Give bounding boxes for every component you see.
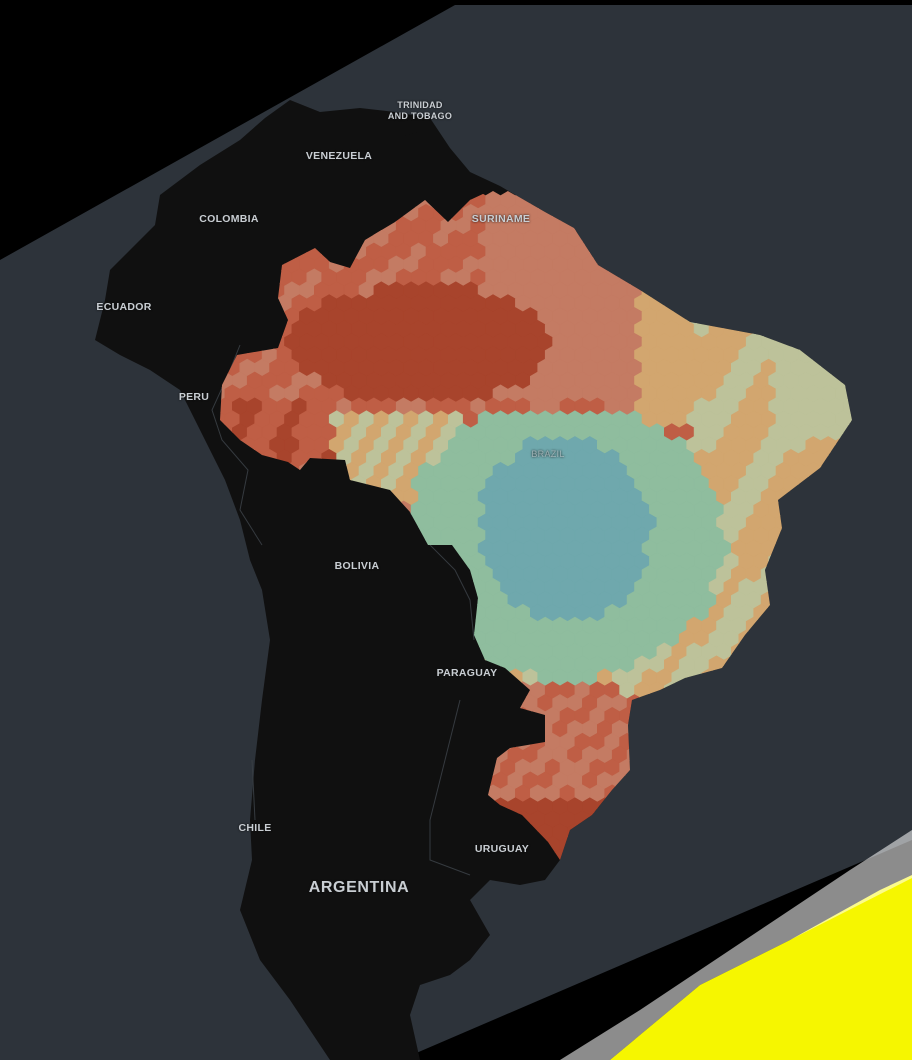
trinidad-island bbox=[398, 120, 418, 136]
corner-highlight bbox=[610, 875, 912, 1060]
island-south bbox=[390, 806, 402, 814]
corner-highlight-fade bbox=[560, 830, 912, 1060]
